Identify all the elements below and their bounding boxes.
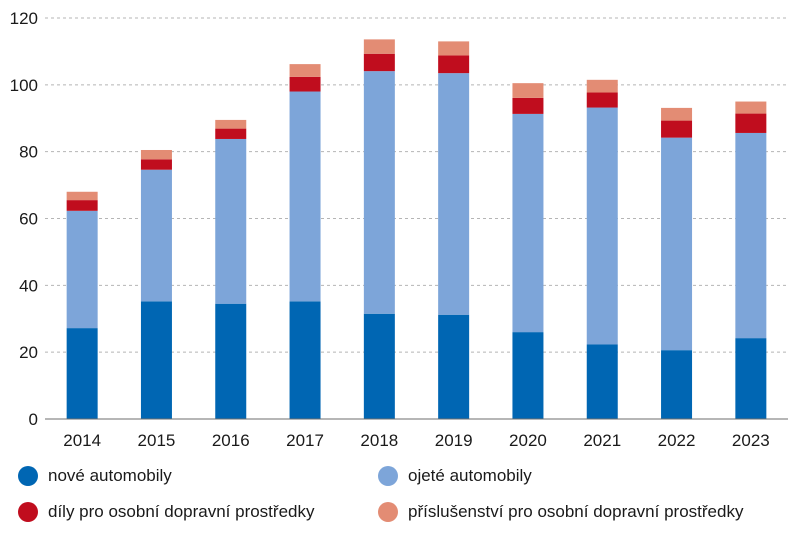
bar-segment-2017-series-1 — [289, 91, 321, 302]
bar-segment-2019-series-2 — [438, 55, 470, 74]
bar-segment-2021-series-3 — [586, 79, 618, 93]
bar-segment-2014-series-0 — [66, 328, 98, 419]
legend-label-new-cars: nové automobily — [48, 466, 172, 485]
x-tick-label: 2018 — [360, 431, 398, 450]
y-tick-label: 120 — [10, 9, 38, 28]
x-tick-label: 2014 — [63, 431, 101, 450]
bar-segment-2022-series-1 — [661, 137, 693, 351]
bar-segment-2018-series-1 — [363, 71, 395, 314]
y-tick-label: 80 — [19, 143, 38, 162]
bar-segment-2021-series-1 — [586, 107, 618, 345]
legend-item-used-cars: ojeté automobily — [378, 466, 532, 486]
bar-segment-2014-series-1 — [66, 210, 98, 329]
bar-segment-2016-series-1 — [215, 138, 247, 304]
x-tick-label: 2022 — [658, 431, 696, 450]
stacked-bar-chart: 0 20 40 60 80 100 120 2014 2015 2016 2017 2018 2019 2… — [10, 9, 788, 450]
bar-segment-2020-series-0 — [512, 332, 544, 419]
bar-segment-2021-series-0 — [586, 344, 618, 419]
bar-segment-2017-series-0 — [289, 301, 321, 419]
bar-segment-2015-series-3 — [140, 149, 172, 160]
bar-segment-2015-series-2 — [140, 159, 172, 170]
bar-segment-2023-series-1 — [735, 132, 767, 339]
bar-segment-2019-series-0 — [438, 314, 470, 419]
bar-segment-2020-series-3 — [512, 83, 544, 98]
legend-label-accessories: příslušenství pro osobní dopravní prostř… — [408, 502, 744, 521]
bar-segment-2023-series-3 — [735, 101, 767, 114]
legend-item-accessories: příslušenství pro osobní dopravní prostř… — [378, 502, 743, 522]
x-tick-label: 2021 — [583, 431, 621, 450]
legend: nové automobily ojeté automobily díly pr… — [0, 460, 800, 535]
bar-segment-2021-series-2 — [586, 92, 618, 108]
x-tick-label: 2017 — [286, 431, 324, 450]
bar-segment-2016-series-3 — [215, 119, 247, 129]
legend-swatch-new-cars — [18, 466, 38, 486]
y-tick-label: 100 — [10, 76, 38, 95]
x-tick-label: 2016 — [212, 431, 250, 450]
bar-segment-2019-series-3 — [438, 41, 470, 56]
y-tick-label: 0 — [29, 410, 38, 429]
bar-segment-2017-series-3 — [289, 64, 321, 77]
y-tick-label: 60 — [19, 210, 38, 229]
x-tick-label: 2019 — [435, 431, 473, 450]
bar-segment-2022-series-2 — [661, 120, 693, 138]
legend-item-new-cars: nové automobily — [18, 466, 172, 486]
x-tick-label: 2023 — [732, 431, 770, 450]
bar-segment-2018-series-3 — [363, 39, 395, 54]
legend-swatch-parts — [18, 502, 38, 522]
bar-segment-2023-series-0 — [735, 338, 767, 419]
legend-swatch-used-cars — [378, 466, 398, 486]
y-tick-label: 20 — [19, 343, 38, 362]
bar-segment-2018-series-2 — [363, 53, 395, 72]
legend-swatch-accessories — [378, 502, 398, 522]
bar-segment-2022-series-3 — [661, 107, 693, 121]
y-tick-label: 40 — [19, 276, 38, 295]
bar-segment-2019-series-1 — [438, 73, 470, 315]
bar-segment-2023-series-2 — [735, 113, 767, 133]
legend-label-parts: díly pro osobní dopravní prostředky — [48, 502, 315, 521]
bar-segment-2014-series-2 — [66, 200, 98, 211]
bar-segment-2017-series-2 — [289, 76, 321, 92]
bar-segment-2016-series-0 — [215, 303, 247, 419]
bar-segment-2020-series-1 — [512, 113, 544, 333]
bar-segment-2020-series-2 — [512, 97, 544, 114]
bar-segment-2022-series-0 — [661, 350, 693, 419]
bar-segment-2018-series-0 — [363, 313, 395, 419]
legend-label-used-cars: ojeté automobily — [408, 466, 532, 485]
bar-segment-2015-series-1 — [140, 169, 172, 302]
bar-segment-2015-series-0 — [140, 301, 172, 419]
bar-segment-2016-series-2 — [215, 128, 247, 139]
x-tick-label: 2015 — [138, 431, 176, 450]
legend-item-parts: díly pro osobní dopravní prostředky — [18, 502, 314, 522]
bar-segment-2014-series-3 — [66, 191, 98, 201]
x-tick-label: 2020 — [509, 431, 547, 450]
